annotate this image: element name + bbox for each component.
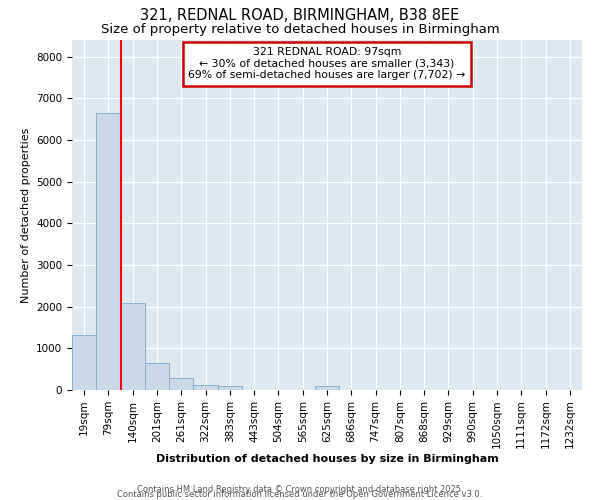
- Text: Contains public sector information licensed under the Open Government Licence v3: Contains public sector information licen…: [118, 490, 482, 499]
- Bar: [121, 304, 145, 390]
- Bar: [72, 335, 96, 390]
- Bar: [169, 378, 193, 390]
- Bar: [145, 364, 169, 390]
- Text: 321 REDNAL ROAD: 97sqm
← 30% of detached houses are smaller (3,343)
69% of semi-: 321 REDNAL ROAD: 97sqm ← 30% of detached…: [188, 47, 466, 80]
- Bar: [218, 386, 242, 390]
- Bar: [96, 113, 121, 390]
- Text: Contains HM Land Registry data © Crown copyright and database right 2025.: Contains HM Land Registry data © Crown c…: [137, 485, 463, 494]
- Text: Size of property relative to detached houses in Birmingham: Size of property relative to detached ho…: [101, 22, 499, 36]
- Y-axis label: Number of detached properties: Number of detached properties: [20, 128, 31, 302]
- Bar: [315, 386, 339, 390]
- X-axis label: Distribution of detached houses by size in Birmingham: Distribution of detached houses by size …: [155, 454, 499, 464]
- Text: 321, REDNAL ROAD, BIRMINGHAM, B38 8EE: 321, REDNAL ROAD, BIRMINGHAM, B38 8EE: [140, 8, 460, 22]
- Bar: [193, 384, 218, 390]
